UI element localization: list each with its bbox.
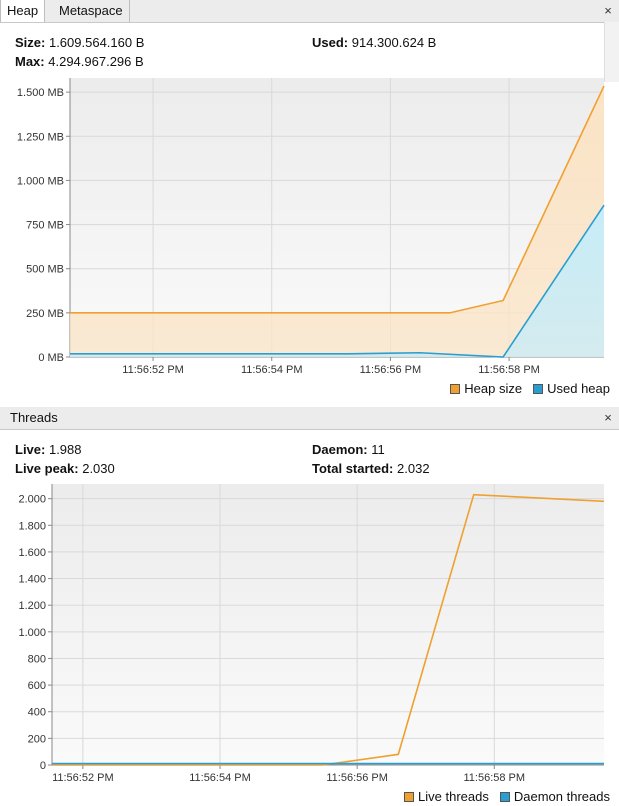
threads-daemon-stat: Daemon: 11 xyxy=(312,442,385,457)
heap-legend: Heap size Used heap xyxy=(444,381,610,396)
threads-total-stat: Total started: 2.032 xyxy=(312,461,430,476)
threads-peak-value: 2.030 xyxy=(82,461,115,476)
threads-chart: 0 200 400 600 800 1.000 1.200 1.400 1.600 1.800 2.… xyxy=(18,484,605,784)
heap-size-value: 1.609.564.160 B xyxy=(48,35,145,50)
threads-live-threads-line xyxy=(52,493,605,766)
threads-y-tick-label: 1.600 xyxy=(18,547,46,559)
heap-y-tick-label: 750 MB xyxy=(26,220,64,232)
heap-y-tick-label: 250 MB xyxy=(26,308,64,320)
threads-x-tick-label: 11:56:54 PM xyxy=(189,772,251,784)
heap-max-label: Max: xyxy=(15,54,45,69)
threads-panel-title: Threads xyxy=(10,410,58,425)
heap-max-value: 4.294.967.296 B xyxy=(48,54,144,69)
heap-y-tick-label: 1.250 MB xyxy=(17,131,64,143)
legend-heap-size: Heap size xyxy=(450,381,522,396)
threads-y-tick-label: 200 xyxy=(28,733,46,745)
threads-x-tick-label: 11:56:56 PM xyxy=(326,772,388,784)
threads-y-tick-label: 400 xyxy=(28,707,46,719)
heap-y-tick-label: 500 MB xyxy=(26,264,64,276)
heap-heap-size-line xyxy=(70,85,605,314)
heap-scrollbar[interactable] xyxy=(604,22,619,82)
threads-peak-stat: Live peak: 2.030 xyxy=(15,461,115,476)
threads-legend: Live threads Daemon threads xyxy=(398,789,610,804)
threads-y-tick-label: 1.200 xyxy=(18,600,46,612)
threads-total-value: 2.032 xyxy=(397,461,430,476)
legend-live-threads: Live threads xyxy=(404,789,489,804)
threads-x-tick-label: 11:56:58 PM xyxy=(464,772,526,784)
threads-live-stat: Live: 1.988 xyxy=(15,442,82,457)
heap-used-heap-line xyxy=(70,204,605,358)
heap-chart: 0 MB 250 MB 500 MB 750 MB 1.000 MB 1.250 MB 1.… xyxy=(17,78,605,376)
threads-tabbar: Threads × xyxy=(0,407,619,430)
legend-used-heap-swatch xyxy=(533,383,544,394)
heap-y-tick-label: 1.000 MB xyxy=(17,175,64,187)
heap-tabbar: Heap Metaspace × xyxy=(0,0,619,23)
threads-daemon-value: 11 xyxy=(371,442,385,457)
tab-heap[interactable]: Heap xyxy=(0,0,46,22)
threads-y-tick-label: 1.800 xyxy=(18,520,46,532)
legend-used-heap-label: Used heap xyxy=(547,381,610,396)
threads-y-tick-label: 0 xyxy=(40,760,46,772)
threads-live-value: 1.988 xyxy=(48,442,82,457)
heap-used-label: Used: xyxy=(312,35,349,50)
legend-daemon-threads-swatch xyxy=(499,791,510,802)
heap-x-tick-label: 11:56:52 PM xyxy=(122,364,184,376)
threads-plot-area xyxy=(52,484,604,765)
heap-size-stat: Size: 1.609.564.160 B xyxy=(15,35,144,50)
legend-live-threads-label: Live threads xyxy=(418,789,489,804)
heap-max-stat: Max: 4.294.967.296 B xyxy=(15,54,144,69)
threads-y-tick-label: 800 xyxy=(28,653,46,665)
heap-used-value: 914.300.624 B xyxy=(351,35,437,50)
heap-y-tick-label: 1.500 MB xyxy=(17,87,64,99)
threads-total-label: Total started: xyxy=(312,461,394,476)
threads-y-tick-label: 600 xyxy=(28,680,46,692)
legend-daemon-threads: Daemon threads xyxy=(499,789,610,804)
heap-x-tick-label: 11:56:56 PM xyxy=(360,364,422,376)
heap-y-tick-label: 0 MB xyxy=(38,352,64,364)
legend-live-threads-swatch xyxy=(404,791,415,802)
tab-metaspace[interactable]: Metaspace xyxy=(53,0,130,22)
threads-y-tick-label: 2.000 xyxy=(18,494,46,506)
threads-peak-label: Live peak: xyxy=(15,461,79,476)
legend-daemon-threads-label: Daemon threads xyxy=(513,789,610,804)
threads-y-tick-label: 1.400 xyxy=(18,574,46,586)
heap-x-tick-label: 11:56:54 PM xyxy=(241,364,303,376)
threads-live-label: Live: xyxy=(15,442,46,457)
heap-used-stat: Used: 914.300.624 B xyxy=(312,35,436,50)
threads-x-tick-label: 11:56:52 PM xyxy=(52,772,114,784)
threads-y-tick-label: 1.000 xyxy=(18,627,46,639)
heap-x-tick-label: 11:56:58 PM xyxy=(478,364,540,376)
close-heap-panel-icon[interactable]: × xyxy=(604,3,612,18)
legend-used-heap: Used heap xyxy=(533,381,610,396)
close-threads-panel-icon[interactable]: × xyxy=(604,410,612,425)
legend-heap-size-label: Heap size xyxy=(464,381,523,396)
heap-size-label: Size: xyxy=(15,35,46,50)
threads-daemon-label: Daemon: xyxy=(312,442,368,457)
legend-heap-size-swatch xyxy=(450,383,461,394)
heap-used-heap-area xyxy=(70,205,604,357)
